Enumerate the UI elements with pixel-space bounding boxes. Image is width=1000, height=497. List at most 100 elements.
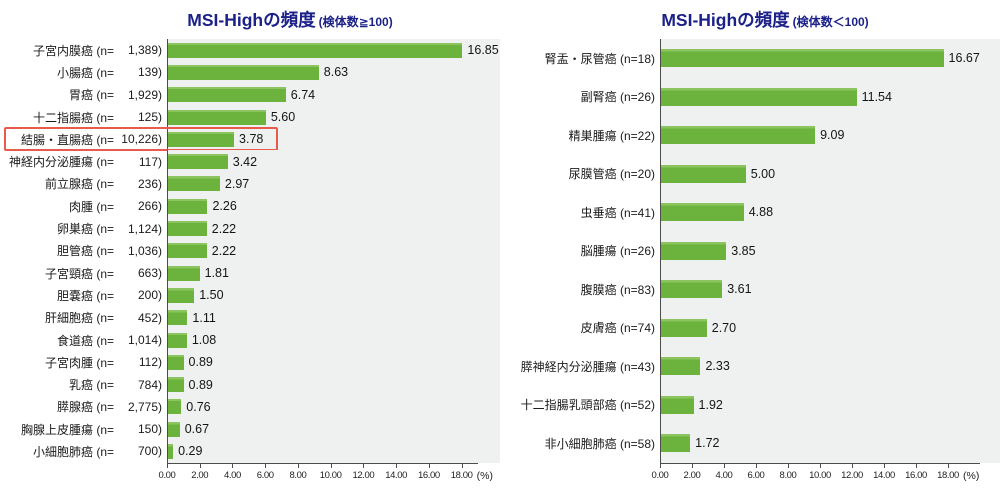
category-n-count: 200 <box>137 288 158 303</box>
plot-row: 3.61 <box>660 270 1000 309</box>
axis-tick-label: 8.00 <box>779 469 797 481</box>
plot-row: 5.00 <box>660 154 1000 193</box>
axis-tick-label: 18.00 <box>937 469 959 481</box>
plot-row: 9.09 <box>660 116 1000 155</box>
value-label: 2.70 <box>711 320 737 335</box>
axis-tick-label: 12.00 <box>352 469 375 481</box>
category-label: 子宮内膜癌 (n= 1,389) <box>0 39 167 61</box>
value-label: 3.85 <box>731 243 756 258</box>
value-label: 4.88 <box>748 205 774 220</box>
bar <box>168 354 184 370</box>
axis-tick <box>297 463 299 468</box>
category-label: 膵腺癌 (n= 2,775) <box>0 396 167 418</box>
plot-row: 3.78 <box>167 128 500 151</box>
bar-row: 胃癌 (n= 1,929) 6.74 <box>0 83 500 106</box>
category-n-count: 784 <box>137 377 158 392</box>
axis-unit-label: (%) <box>963 469 980 482</box>
category-paren-close: ) <box>158 154 162 169</box>
axis-tick-label: 14.00 <box>873 469 895 481</box>
bar-row: 小腸癌 (n= 139) 8.63 <box>0 61 500 84</box>
value-label: 2.26 <box>212 199 237 214</box>
category-n-count: 1,124 <box>127 221 158 236</box>
axis-tick <box>788 463 789 468</box>
bar <box>661 126 816 145</box>
axis-tick <box>756 463 757 468</box>
bar-row: 胆管癌 (n= 1,036) 2.22 <box>0 239 500 262</box>
axis-tick <box>199 463 201 468</box>
bar <box>168 287 195 303</box>
chart-title-note: (検体数≧100) <box>318 15 393 29</box>
category-label: 十二指腸癌 (n= 125) <box>0 106 167 128</box>
bar <box>661 318 707 337</box>
axis-tick-label: 16.00 <box>905 469 927 481</box>
axis-unit-label: (%) <box>476 469 493 482</box>
category-name: 肉腫 (n= <box>68 199 114 214</box>
category-label: 副腎癌 (n=26) <box>580 90 655 105</box>
bar-row: 前立腺癌 (n= 236) 2.97 <box>0 172 500 196</box>
plot-row: 11.54 <box>660 77 1000 116</box>
bar <box>661 164 746 183</box>
plot-row: 1.72 <box>660 424 1000 463</box>
bar <box>661 395 694 414</box>
bar-row: 肝細胞癌 (n= 452) 1.11 <box>0 306 500 329</box>
bar-row: 乳癌 (n= 784) 0.89 <box>0 373 500 396</box>
plot-row: 2.33 <box>660 347 1000 386</box>
axis-tick <box>265 463 267 468</box>
axis-tick-label: 2.00 <box>683 469 701 481</box>
axis-tick <box>428 463 430 468</box>
category-label: 前立腺癌 (n= 236) <box>0 173 167 195</box>
value-label: 8.63 <box>323 65 349 80</box>
bar-rows: 子宮内膜癌 (n= 1,389) 16.85 小腸癌 (n= 139) 8.63 胃癌 (n… <box>0 39 500 463</box>
category-label: 十二指腸乳頭部癌 (n=52) <box>520 398 655 413</box>
bar-row: 結腸・直腸癌 (n= 10,226) 3.78 <box>0 127 500 152</box>
value-label: 1.50 <box>199 288 224 303</box>
category-paren-close: ) <box>158 288 162 303</box>
plot-row: 16.67 <box>660 39 1000 78</box>
x-axis: 0.00 2.00 4.00 6.00 8.00 10.00 12.00 14.00 16.00… <box>159 462 493 490</box>
category-n-count: 2,775 <box>127 399 158 414</box>
category-paren-close: ) <box>158 110 162 125</box>
category-paren-close: ) <box>158 266 162 281</box>
bar-row: 精巣腫瘍 (n=22) 9.09 <box>500 116 1000 155</box>
plot-row: 2.22 <box>167 239 500 262</box>
category-paren-close: ) <box>158 422 162 437</box>
axis-tick <box>820 463 821 468</box>
category-label: 子宮肉腫 (n= 112) <box>0 351 167 373</box>
bar-row: 尿膜管癌 (n=20) 5.00 <box>500 154 1000 193</box>
bar <box>168 265 200 281</box>
value-label: 2.33 <box>705 359 730 374</box>
bar <box>168 221 207 237</box>
axis-tick <box>884 463 885 468</box>
category-label: 脳腫瘍 (n=26) <box>580 244 655 259</box>
axis-tick <box>948 463 949 468</box>
axis-tick-label: 6.00 <box>747 469 765 481</box>
axis-tick-label: 8.00 <box>289 469 307 481</box>
bar-row: 子宮頸癌 (n= 663) 1.81 <box>0 261 500 285</box>
plot-row: 4.88 <box>660 193 1000 232</box>
bar <box>168 176 220 192</box>
category-paren-close: ) <box>158 87 162 102</box>
bar-row: 腹膜癌 (n=83) 3.61 <box>500 270 1000 309</box>
value-label: 9.09 <box>820 128 845 143</box>
chart-msi-high-gte-100: MSI-Highの頻度 (検体数≧100) 子宮内膜癌 (n= 1,389) 16.… <box>0 10 500 490</box>
axis-tick <box>692 463 693 468</box>
axis-tick-label: 10.00 <box>809 469 831 481</box>
category-paren-close: ) <box>158 65 162 80</box>
category-label: 神経内分泌腫瘍 (n= 117) <box>0 150 167 172</box>
axis-tick-label: 4.00 <box>224 469 241 481</box>
bar <box>168 399 182 415</box>
bar-row: 副腎癌 (n=26) 11.54 <box>500 77 1000 116</box>
axis-tick <box>660 463 661 468</box>
value-label: 0.29 <box>178 444 203 459</box>
category-label: 胸腺上皮腫瘍 (n= 150) <box>0 418 167 440</box>
value-label: 1.11 <box>192 310 216 325</box>
value-label: 1.81 <box>204 266 229 281</box>
bar <box>661 49 944 68</box>
category-paren-close: ) <box>158 199 162 214</box>
category-name: 子宮内膜癌 (n= <box>32 43 114 58</box>
bar <box>168 198 208 214</box>
chart-msi-high-lt-100: MSI-Highの頻度 (検体数＜100) 腎盂・尿管癌 (n=18) 16.67… <box>500 0 1000 497</box>
chart-title-note: (検体数＜100) <box>792 15 869 29</box>
bar <box>661 280 723 299</box>
category-n-count: 125 <box>137 110 158 125</box>
